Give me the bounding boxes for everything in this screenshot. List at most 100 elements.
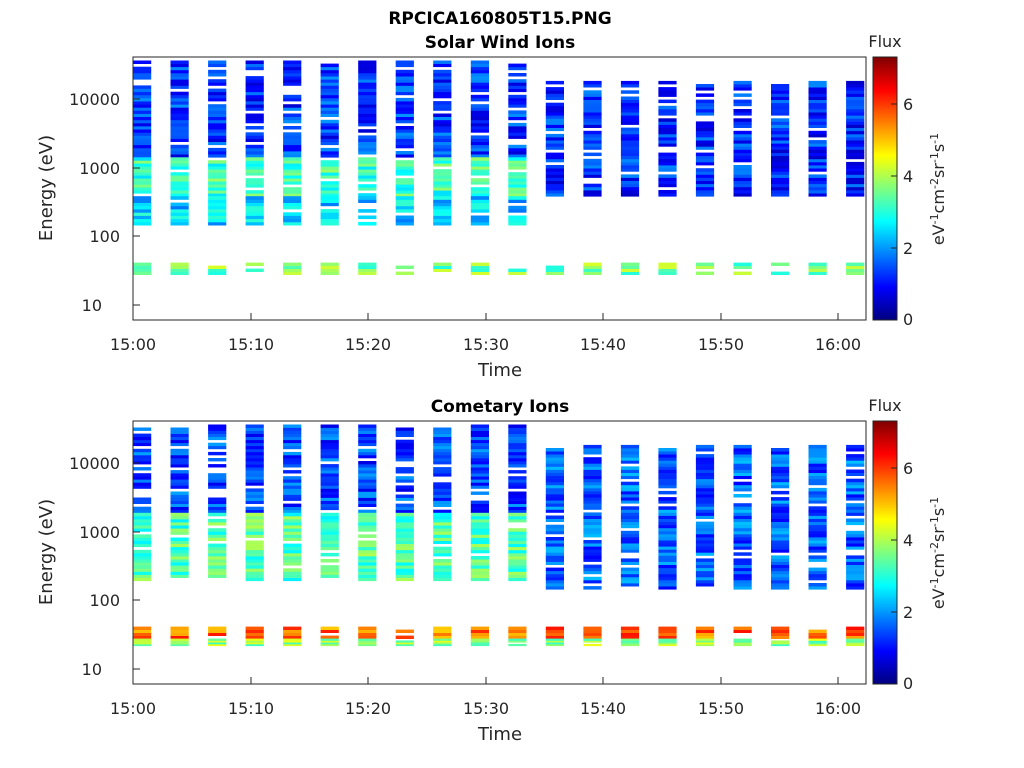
spectrogram-cell bbox=[620, 530, 640, 535]
spectrogram-cell bbox=[283, 436, 302, 441]
spectrogram-cell bbox=[695, 552, 715, 556]
spectrogram-cell bbox=[358, 169, 377, 173]
spectrogram-cell bbox=[283, 556, 302, 560]
spectrogram-cell bbox=[283, 458, 302, 462]
spectrogram-cell bbox=[808, 570, 827, 575]
spectrogram-cell bbox=[208, 464, 227, 468]
spectrogram-cell bbox=[133, 506, 152, 511]
spectrogram-cell bbox=[658, 635, 677, 639]
spectrogram-cell bbox=[695, 543, 715, 547]
spectrogram-cell bbox=[658, 268, 677, 272]
spectrogram-cell bbox=[245, 268, 264, 272]
spectrogram-cell bbox=[395, 552, 414, 557]
x-ticks: 15:00 15:10 15:20 15:30 15:40 15:50 16:0… bbox=[110, 677, 861, 718]
spectrogram-cell bbox=[133, 215, 152, 220]
spectrogram-cell bbox=[320, 546, 339, 551]
spectrogram-cell bbox=[208, 509, 227, 514]
spectrogram-cell bbox=[245, 190, 264, 194]
spectrogram-cell bbox=[358, 66, 377, 71]
spectrogram-cell bbox=[208, 271, 227, 275]
spectrogram-cell bbox=[846, 271, 865, 275]
spectrogram-cell bbox=[545, 174, 564, 178]
spectrogram-cell bbox=[245, 454, 264, 459]
spectrogram-cell bbox=[133, 107, 152, 111]
spectrogram-cell bbox=[320, 629, 339, 633]
spectrogram-cell bbox=[245, 97, 264, 102]
spectrogram-cell bbox=[283, 518, 302, 523]
spectrogram-cell bbox=[658, 509, 677, 513]
spectrogram-cell bbox=[358, 94, 377, 99]
spectrogram-cell bbox=[283, 577, 302, 582]
spectrogram-cell bbox=[358, 461, 377, 465]
spectrogram-cell bbox=[846, 80, 865, 85]
spectrogram-cell bbox=[695, 87, 715, 91]
spectrogram-cell bbox=[433, 151, 452, 155]
spectrogram-cell bbox=[283, 175, 302, 179]
spectrogram-cell bbox=[433, 221, 452, 226]
spectrogram-cell bbox=[208, 512, 227, 517]
spectrogram-cell bbox=[133, 166, 152, 170]
spectrogram-cell bbox=[695, 472, 715, 476]
spectrogram-cell bbox=[545, 457, 564, 461]
spectrogram-cell bbox=[620, 140, 640, 144]
spectrogram-cell bbox=[358, 85, 377, 89]
spectrogram-cell bbox=[170, 546, 189, 551]
spectrogram-cell bbox=[283, 454, 302, 459]
spectrogram-cell bbox=[583, 629, 602, 633]
spectrogram-cell bbox=[545, 118, 564, 122]
spectrogram-cell bbox=[170, 138, 189, 142]
spectrogram-cell bbox=[245, 500, 264, 504]
spectrogram-cell bbox=[245, 442, 264, 447]
spectrogram-cell bbox=[358, 424, 377, 428]
spectrogram-cell bbox=[133, 568, 152, 572]
spectrogram-cell bbox=[545, 475, 564, 480]
spectrogram-cell bbox=[245, 433, 264, 437]
spectrogram-cell bbox=[846, 540, 865, 544]
spectrogram-cell bbox=[508, 534, 527, 538]
spectrogram-cell bbox=[583, 506, 602, 510]
spectrogram-cell bbox=[508, 518, 527, 523]
spectrogram-cell bbox=[508, 568, 527, 572]
spectrogram-cell bbox=[283, 476, 302, 480]
spectrogram-cell bbox=[320, 512, 339, 517]
spectrogram-cell bbox=[320, 66, 339, 71]
spectrogram-cell bbox=[470, 69, 489, 74]
spectrogram-cell bbox=[695, 183, 715, 188]
spectrogram-cell bbox=[358, 144, 377, 149]
spectrogram-cell bbox=[245, 488, 264, 492]
spectrogram-cell bbox=[283, 126, 302, 130]
spectrogram-cell bbox=[170, 144, 189, 149]
spectrogram-cell bbox=[433, 113, 452, 117]
spectrogram-cell bbox=[320, 181, 339, 185]
spectrogram-cell bbox=[208, 138, 227, 142]
spectrogram-cell bbox=[808, 180, 827, 185]
spectrogram-cell bbox=[433, 494, 452, 498]
spectrogram-cell bbox=[846, 509, 865, 513]
spectrogram-cell bbox=[320, 104, 339, 108]
spectrogram-cell bbox=[620, 158, 640, 163]
spectrogram-cell bbox=[133, 154, 152, 158]
spectrogram-cell bbox=[583, 174, 602, 178]
spectrogram-cell bbox=[583, 186, 602, 191]
spectrogram-cell bbox=[320, 196, 339, 200]
spectrogram-cell bbox=[208, 209, 227, 213]
spectrogram-cell bbox=[245, 525, 264, 529]
spectrogram-cell bbox=[133, 132, 152, 136]
spectrogram-cell bbox=[733, 451, 752, 455]
spectrogram-cell bbox=[320, 190, 339, 194]
spectrogram-cell bbox=[508, 485, 527, 489]
spectrogram-cell bbox=[846, 268, 865, 272]
spectrogram-cell bbox=[846, 497, 865, 501]
spectrogram-cell bbox=[433, 129, 452, 133]
spectrogram-cell bbox=[771, 626, 790, 630]
spectrogram-cell bbox=[583, 171, 602, 175]
spectrogram-cell bbox=[170, 63, 189, 68]
spectrogram-cell bbox=[508, 458, 527, 462]
spectrogram-cell bbox=[658, 451, 677, 455]
spectrogram-cell bbox=[545, 146, 564, 150]
spectrogram-cell bbox=[395, 101, 414, 105]
spectrogram-cell bbox=[733, 567, 752, 572]
spectrogram-cell bbox=[658, 165, 677, 169]
y-tick-label: 10000 bbox=[69, 454, 120, 473]
spectrogram-cell bbox=[583, 124, 602, 128]
